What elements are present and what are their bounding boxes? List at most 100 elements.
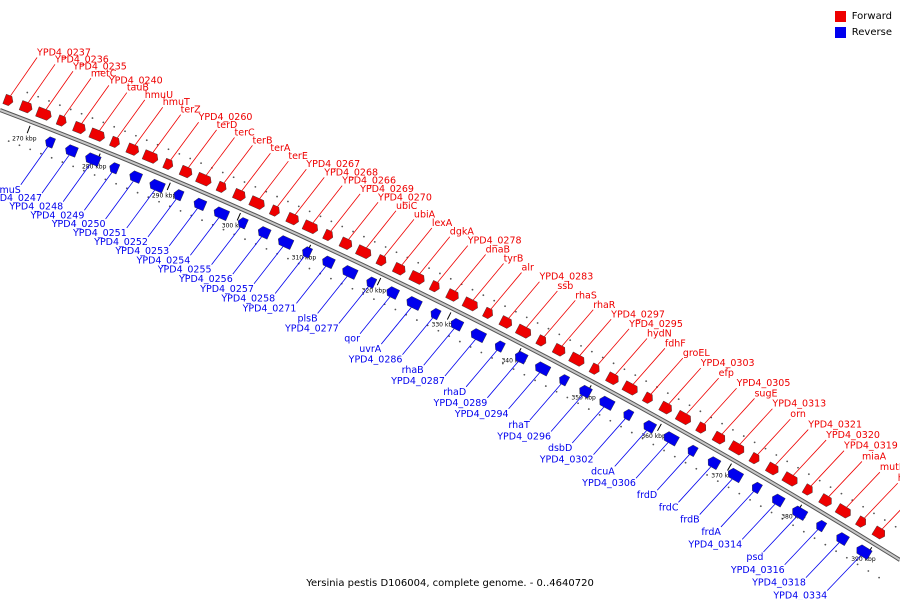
gene-arrow-shape xyxy=(72,120,86,135)
gene-leader xyxy=(99,92,128,131)
gene-arrow-shape xyxy=(599,395,616,411)
guide-dot xyxy=(69,108,72,111)
gene-arrow-shape xyxy=(18,100,33,114)
gene-leader xyxy=(190,217,220,256)
guide-dot xyxy=(200,162,202,165)
gene-leader xyxy=(490,272,522,310)
guide-dot xyxy=(330,220,333,223)
gene-arrow-shape xyxy=(707,456,722,471)
guide-dot xyxy=(807,473,810,476)
gene-arrow xyxy=(45,136,56,149)
gene-leader xyxy=(84,172,113,211)
gene-arrow xyxy=(109,135,120,148)
gene-label: rhaR xyxy=(593,300,616,311)
gene-label: terC xyxy=(235,128,255,139)
guide-dot xyxy=(590,350,593,353)
gene-leader xyxy=(126,189,156,229)
gene-arrow xyxy=(141,149,159,164)
kbp-label: 320 kbp xyxy=(362,287,387,294)
gene-leader xyxy=(62,163,91,202)
gene-arrow xyxy=(338,236,353,250)
legend-forward-swatch xyxy=(834,10,846,22)
gene-arrow xyxy=(498,315,512,329)
gene-arrow xyxy=(871,525,885,540)
gene-leader xyxy=(401,227,433,266)
gene-arrow xyxy=(515,350,529,365)
gene-leader xyxy=(810,450,845,487)
gene-arrow-shape xyxy=(674,409,691,426)
kbp-label: 280 kbp xyxy=(82,163,107,170)
gene-arrow xyxy=(125,142,139,156)
guide-dot xyxy=(677,398,680,401)
guide-dot xyxy=(684,461,687,464)
gene-leader xyxy=(147,198,177,238)
gene-label: metC xyxy=(91,68,117,79)
guide-dot xyxy=(113,125,116,128)
gene-arrow xyxy=(366,276,378,289)
gene-arrow-shape xyxy=(215,180,227,193)
gene-arrow xyxy=(149,178,166,194)
guide-dot xyxy=(48,100,50,102)
gene-label: YPD4_0247 xyxy=(0,193,42,204)
gene-arrow-shape xyxy=(764,461,779,476)
gene-arrow xyxy=(213,206,231,222)
guide-dot xyxy=(525,316,528,319)
gene-arrow xyxy=(816,520,828,533)
gene-leader xyxy=(383,219,415,257)
gene-label: uvrA xyxy=(359,344,382,355)
gene-leader xyxy=(330,193,361,232)
gene-arrow-shape xyxy=(643,420,658,434)
guide-dot xyxy=(759,505,762,508)
guide-dot xyxy=(512,368,515,371)
guide-dot xyxy=(395,251,398,254)
gene-arrow-shape xyxy=(728,467,745,484)
guide-dot xyxy=(482,294,485,297)
gene-arrow-shape xyxy=(428,280,440,293)
guide-dot xyxy=(781,517,784,520)
guide-dot xyxy=(330,277,332,280)
gene-arrow-shape xyxy=(2,93,14,106)
gene-leader xyxy=(792,439,827,476)
gene-arrow-shape xyxy=(406,296,423,311)
gene-arrow xyxy=(173,189,185,202)
gene-label: hmuU xyxy=(145,90,173,101)
gene-label: YPD4_0270 xyxy=(377,192,432,203)
gene-label: qor xyxy=(344,334,360,345)
guide-dot xyxy=(458,340,461,343)
gene-arrow xyxy=(428,280,440,293)
gene-label: YPD4_0268 xyxy=(323,167,378,178)
gene-leader xyxy=(317,276,348,314)
gene-leader xyxy=(380,307,412,345)
gene-label: terZ xyxy=(181,105,201,116)
guide-dot xyxy=(630,431,633,434)
gene-leader xyxy=(543,300,576,337)
guide-dot xyxy=(764,447,767,450)
gene-label: YPD4_0269 xyxy=(359,184,414,195)
gene-arrow xyxy=(2,93,14,106)
gene-leader xyxy=(784,529,819,566)
guide-dot xyxy=(104,178,107,181)
gene-arrow-shape xyxy=(278,235,295,250)
guide-dot xyxy=(587,408,590,410)
gene-leader xyxy=(881,509,900,530)
guide-dot xyxy=(115,182,117,185)
gene-label: terB xyxy=(252,135,272,146)
guide-dot xyxy=(158,200,160,203)
gene-leader xyxy=(274,256,305,294)
gene-arrow xyxy=(514,323,532,339)
guide-dot xyxy=(469,346,472,348)
guide-dot xyxy=(523,373,526,376)
guide-dot xyxy=(797,466,799,469)
guide-dot xyxy=(308,267,311,270)
gene-arrow xyxy=(605,371,619,386)
guide-dot xyxy=(480,351,483,354)
gene-arrow-shape xyxy=(752,481,763,495)
guide-dot xyxy=(601,356,604,359)
guide-dot xyxy=(856,563,859,566)
guide-dot xyxy=(580,344,582,347)
gene-leader xyxy=(615,338,648,375)
gene-label: sugE xyxy=(754,388,777,399)
guide-dot xyxy=(394,308,397,311)
legend-reverse-swatch xyxy=(834,26,846,38)
gene-arrow xyxy=(695,421,707,434)
